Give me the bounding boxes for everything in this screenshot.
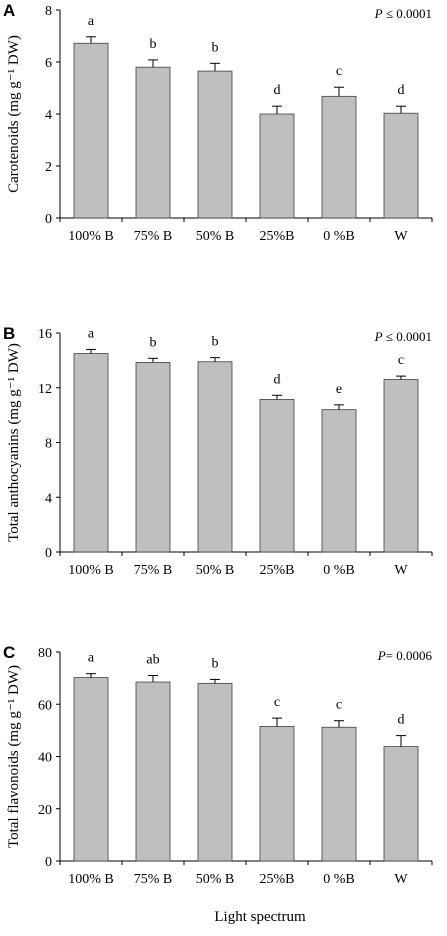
panel-a-category-label: W [394, 229, 408, 244]
panel-a-y-axis-label: Carotenoids (mg g⁻¹ DW) [6, 35, 22, 193]
panel-a-bar [259, 113, 295, 219]
panel-a-bar [73, 42, 109, 219]
panel-c-bar [321, 726, 357, 862]
panel-b-bar [259, 398, 295, 553]
panel-a-bar [197, 70, 233, 219]
panel-c-y-tick-label: 20 [38, 803, 52, 818]
panel-a-category-label: 50% B [196, 229, 235, 244]
panel-c-bar [73, 677, 109, 862]
panel-c-category-label: 0 %B [323, 872, 355, 887]
panel-c-significance-letter: c [274, 695, 280, 710]
panel-a-category-label: 25%B [260, 229, 295, 244]
panel-a-bar [135, 66, 171, 219]
panel-b-significance-letter: a [88, 326, 95, 341]
panel-a-letter: A [3, 1, 15, 20]
panel-b-category-label: W [394, 563, 408, 578]
panel-a-bar [321, 95, 357, 219]
panel-a-y-tick-label: 6 [45, 56, 52, 71]
panel-a-category-label: 100% B [68, 229, 114, 244]
panel-b-bar [197, 361, 233, 553]
panel-b-significance-letter: d [274, 372, 281, 387]
panel-b-p-symbol: P [374, 329, 383, 344]
panel-b-y-axis-label: Total anthocyanins (mg g⁻¹ DW) [6, 343, 22, 542]
panel-b-y-tick-label: 12 [38, 382, 52, 397]
panel-a-y-tick-label: 0 [45, 212, 52, 227]
panel-c-significance-letter: c [336, 698, 342, 713]
panel-b-y-tick-label: 16 [38, 327, 52, 342]
panel-c-category-label: 25%B [260, 872, 295, 887]
panel-c-y-tick-label: 80 [38, 646, 52, 661]
panel-b-y-tick-label: 8 [45, 437, 52, 452]
panel-b-category-label: 75% B [134, 563, 173, 578]
panel-c-y-tick-label: 0 [45, 855, 52, 870]
panel-c-p-number: = 0.0006 [386, 648, 433, 663]
panel-b-significance-letter: c [398, 353, 404, 368]
panel-c-significance-letter: b [212, 656, 219, 671]
panel-b-p-number: ≤ 0.0001 [383, 329, 432, 344]
panel-b-bar [383, 379, 419, 553]
panel-b-category-label: 50% B [196, 563, 235, 578]
panel-b-category-label: 25%B [260, 563, 295, 578]
panel-c-bar [383, 746, 419, 862]
panel-c-category-label: 50% B [196, 872, 235, 887]
panel-b-bar [321, 409, 357, 553]
panel-a-y-tick-label: 8 [45, 4, 52, 19]
panel-c-significance-letter: a [88, 651, 95, 666]
panel-a-significance-letter: a [88, 14, 95, 29]
panel-a-significance-letter: d [398, 83, 405, 98]
panel-a-p-number: ≤ 0.0001 [383, 6, 432, 21]
panel-c-category-label: 100% B [68, 872, 114, 887]
panel-a-y-tick-label: 4 [45, 108, 52, 123]
panel-a-significance-letter: b [212, 40, 219, 55]
panel-b-letter: B [3, 324, 15, 343]
panel-a-significance-letter: d [274, 83, 281, 98]
panel-b-bar [135, 362, 171, 553]
panel-c-significance-letter: ab [146, 653, 159, 668]
panel-c-y-tick-label: 40 [38, 751, 52, 766]
panel-c-y-axis-label: Total flavonoids (mg g⁻¹ DW) [6, 665, 22, 848]
x-axis-label: Light spectrum [214, 909, 306, 925]
panel-c-significance-letter: d [398, 713, 405, 728]
panel-a-p-value: P ≤ 0.0001 [374, 6, 432, 21]
panel-b-significance-letter: e [336, 382, 342, 397]
panel-b-bar [73, 353, 109, 553]
panel-b-y-tick-label: 0 [45, 546, 52, 561]
panel-b-category-label: 100% B [68, 563, 114, 578]
panel-c-bar [197, 682, 233, 862]
panel-c-category-label: 75% B [134, 872, 173, 887]
panel-a-p-symbol: P [374, 6, 383, 21]
panel-c-p-value: P= 0.0006 [377, 648, 433, 663]
panel-c-bar [135, 681, 171, 862]
panel-b-y-tick-label: 4 [45, 491, 52, 506]
panel-a-y-tick-label: 2 [45, 160, 52, 175]
panel-c-category-label: W [394, 872, 408, 887]
panel-c-y-tick-label: 60 [38, 698, 52, 713]
panel-b-category-label: 0 %B [323, 563, 355, 578]
panel-c-letter: C [3, 643, 15, 662]
panel-a-bar [383, 112, 419, 219]
panel-b-significance-letter: b [150, 335, 157, 350]
panel-a-significance-letter: b [150, 37, 157, 52]
panel-a-category-label: 75% B [134, 229, 173, 244]
panel-a-significance-letter: c [336, 64, 342, 79]
panel-b-p-value: P ≤ 0.0001 [374, 329, 432, 344]
panel-c-bar [259, 726, 295, 862]
panel-c-p-symbol: P [377, 648, 386, 663]
panel-a-category-label: 0 %B [323, 229, 355, 244]
panel-b-significance-letter: b [212, 335, 219, 350]
